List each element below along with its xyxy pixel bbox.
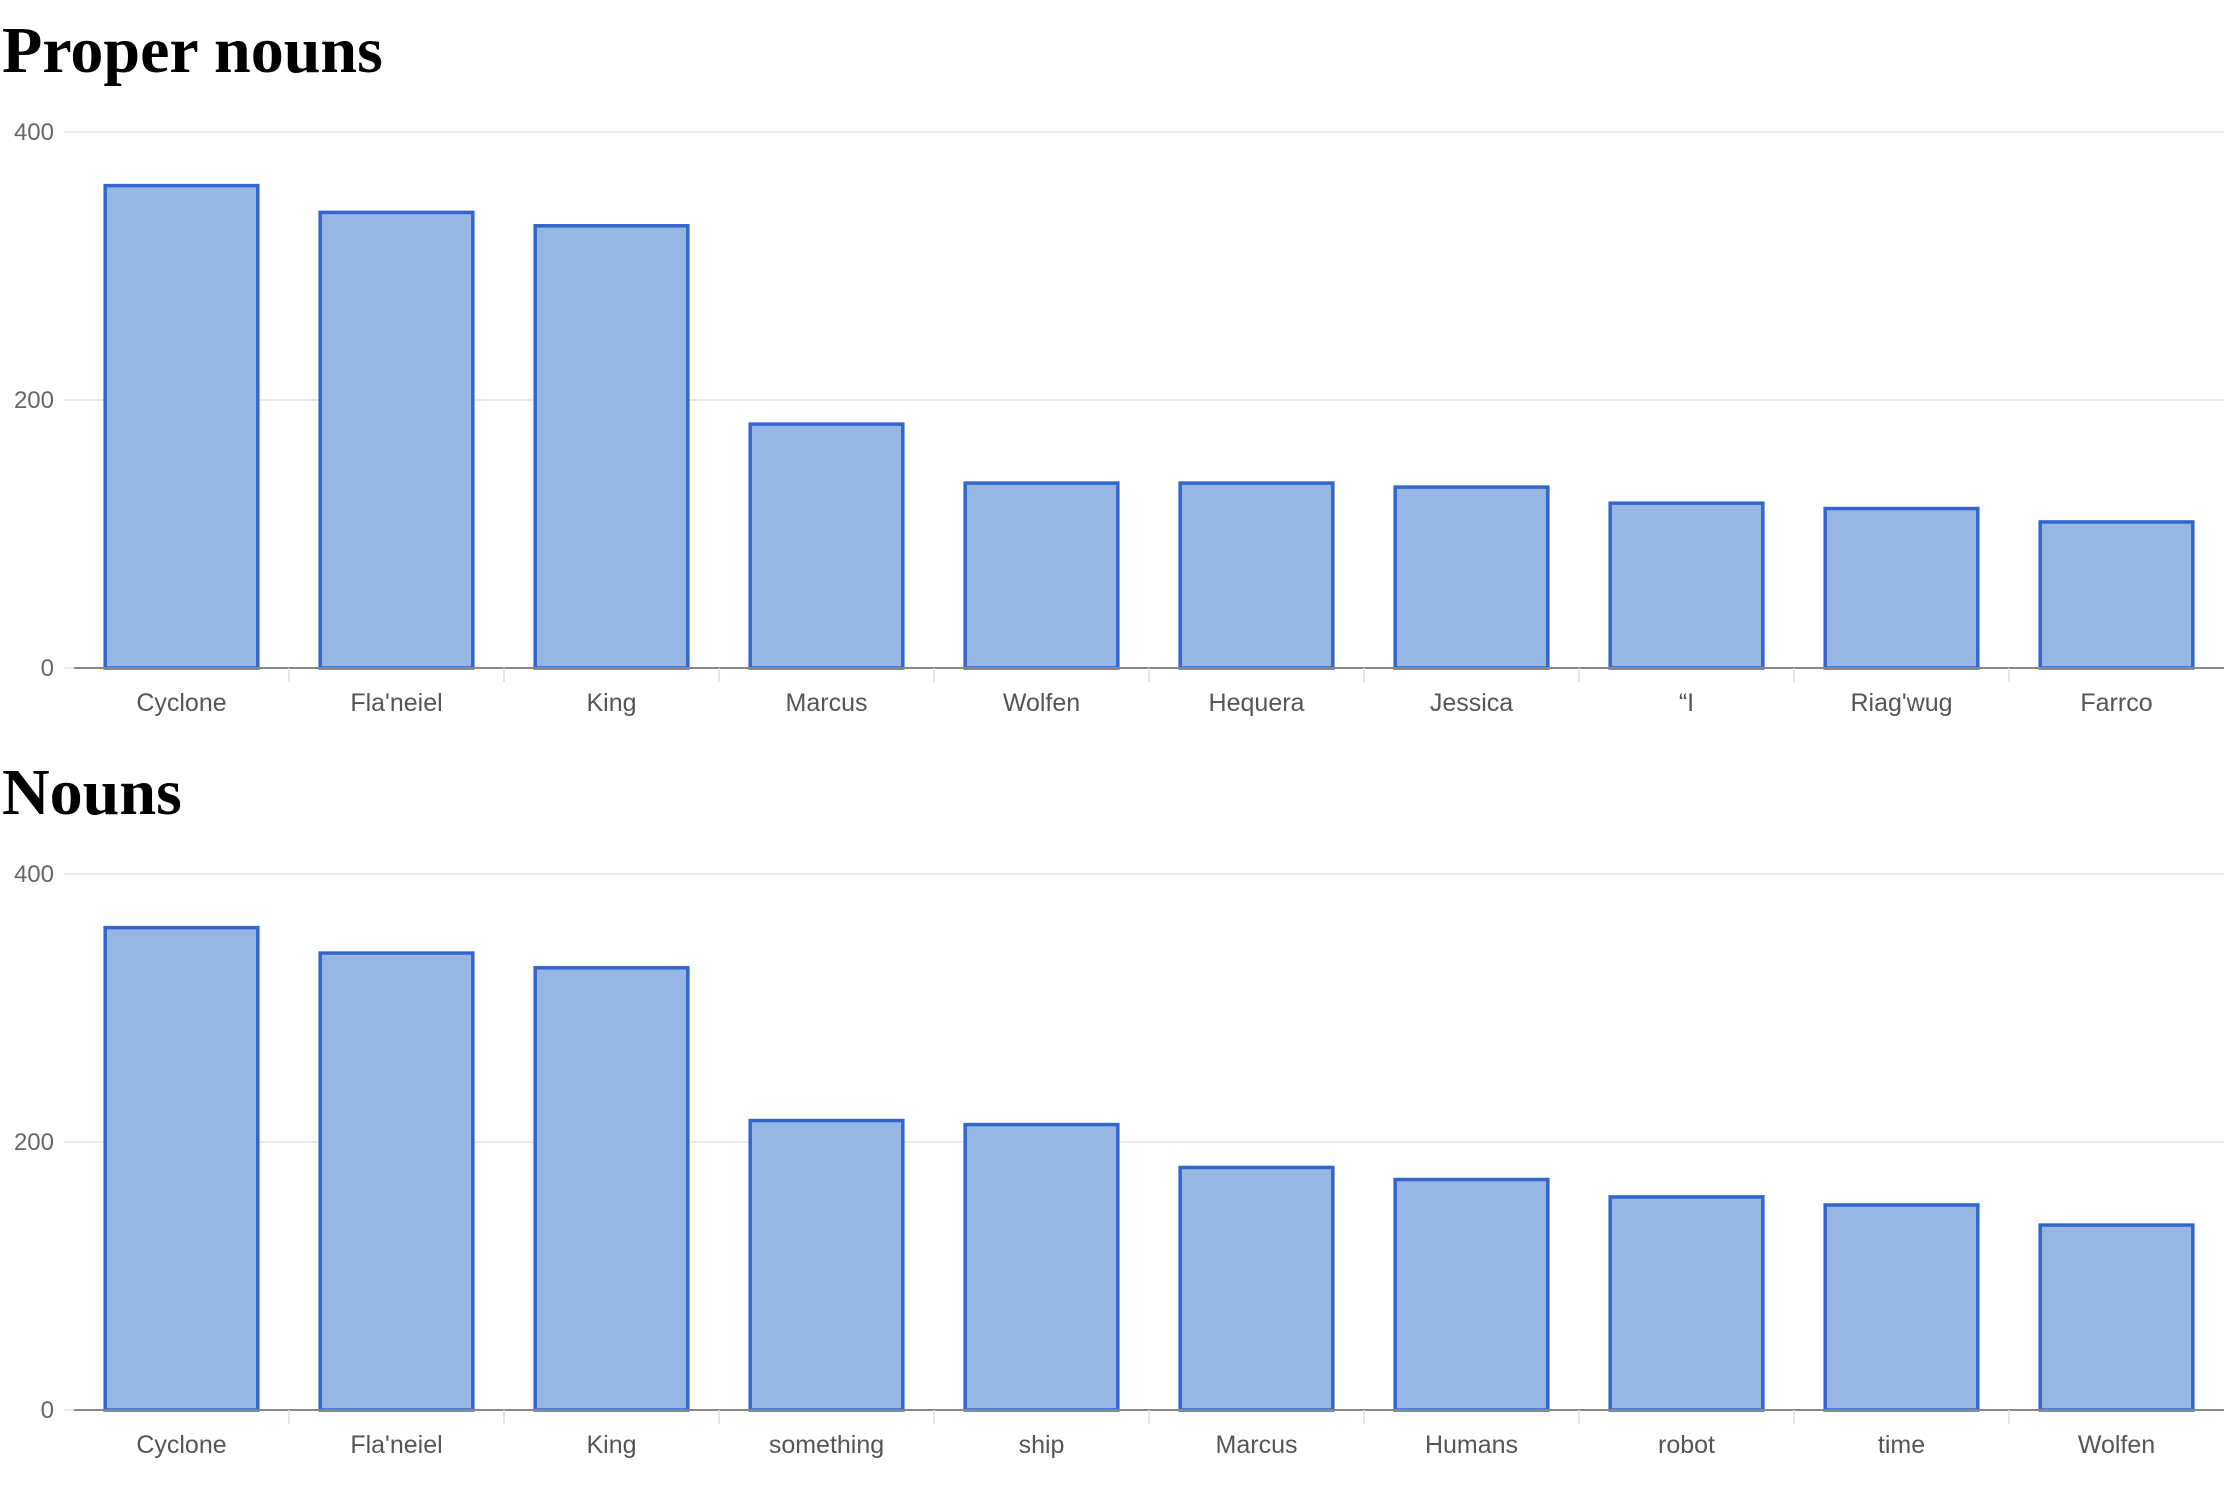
bar [318, 210, 475, 670]
bar [963, 1122, 1120, 1412]
bar [2038, 1223, 2195, 1412]
x-category-label: “I [1679, 689, 1694, 717]
y-tick-label: 0 [41, 655, 54, 682]
bar [1393, 1177, 1550, 1412]
y-tick-label: 200 [14, 1129, 54, 1156]
chart-title-nouns: Nouns [2, 756, 182, 829]
x-category-label: Hequera [1209, 689, 1305, 717]
x-category-label: Wolfen [1003, 689, 1080, 717]
x-category-label: Fla'neiel [350, 1431, 442, 1459]
bar [318, 951, 475, 1412]
chart-title-proper-nouns: Proper nouns [2, 14, 383, 87]
x-category-label: King [586, 689, 636, 717]
x-category-label: Farrco [2080, 689, 2152, 717]
nouns-bar-chart: 0 200 400 Cyclone Fla'neiel King something ship… [0, 832, 2234, 1472]
bar [533, 224, 690, 670]
bar [1608, 501, 1765, 670]
x-category-label: Jessica [1430, 689, 1513, 717]
bar [103, 925, 260, 1412]
bar [1608, 1195, 1765, 1412]
y-tick-label: 400 [14, 861, 54, 888]
bar [1178, 1165, 1335, 1412]
x-category-label: Marcus [1216, 1431, 1298, 1459]
x-category-label: Humans [1425, 1431, 1518, 1459]
bar [1823, 1203, 1980, 1412]
x-category-label: time [1878, 1431, 1925, 1459]
x-category-label: Wolfen [2078, 1431, 2155, 1459]
bar [103, 183, 260, 670]
bar [1178, 481, 1335, 670]
x-category-label: King [586, 1431, 636, 1459]
bar [1823, 506, 1980, 670]
proper-nouns-bar-chart: 0 200 400 Cyclone Fla'neiel King Marcus Wolfen H… [0, 90, 2234, 730]
x-category-label: Cyclone [136, 689, 226, 717]
x-category-label: robot [1658, 1431, 1715, 1459]
bar [1393, 485, 1550, 670]
bar [748, 1118, 905, 1412]
x-category-label: ship [1019, 1431, 1065, 1459]
y-tick-label: 400 [14, 119, 54, 146]
y-tick-label: 200 [14, 387, 54, 414]
bar [748, 422, 905, 670]
y-tick-label: 0 [41, 1397, 54, 1424]
bar [963, 481, 1120, 670]
bar [2038, 520, 2195, 670]
x-category-label: Cyclone [136, 1431, 226, 1459]
x-category-label: Fla'neiel [350, 689, 442, 717]
bar [533, 966, 690, 1412]
x-category-label: something [769, 1431, 884, 1459]
x-category-label: Riag'wug [1850, 689, 1952, 717]
x-category-label: Marcus [786, 689, 868, 717]
